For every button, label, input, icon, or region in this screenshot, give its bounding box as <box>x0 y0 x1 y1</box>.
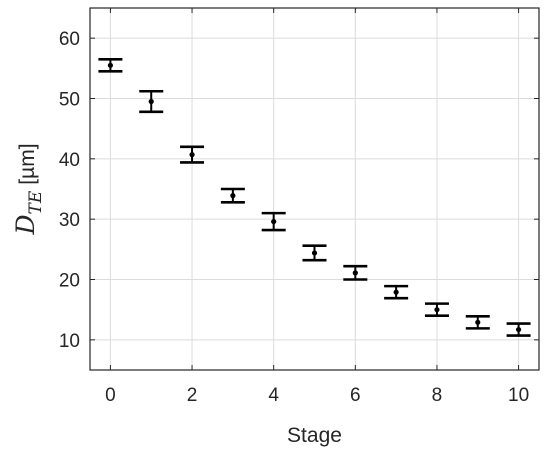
error-bar <box>465 315 490 330</box>
data-point <box>393 289 399 295</box>
error-bar <box>139 89 164 114</box>
x-tick-label: 6 <box>350 385 361 406</box>
data-point <box>475 319 481 325</box>
x-tick-label: 4 <box>268 385 279 406</box>
y-axis-unit: [µm] <box>16 143 39 184</box>
y-tick-label: 10 <box>59 331 80 352</box>
error-bar <box>98 57 123 73</box>
y-tick-label: 20 <box>59 271 80 292</box>
y-tick-label: 40 <box>59 150 80 171</box>
x-tick-label: 2 <box>187 385 198 406</box>
grid-lines <box>90 8 539 370</box>
x-tick-label: 0 <box>105 385 116 406</box>
x-tick-label: 8 <box>432 385 443 406</box>
data-point <box>311 250 318 256</box>
axis-ticks <box>90 8 539 370</box>
error-bar <box>506 322 531 337</box>
error-bar <box>424 302 449 318</box>
error-bar <box>261 211 286 232</box>
y-axis-subscript: TE <box>26 190 46 214</box>
data-point <box>352 270 358 276</box>
data-point <box>107 62 114 68</box>
data-point <box>271 218 277 225</box>
x-axis-label: Stage <box>287 424 342 447</box>
x-tick-label: 10 <box>508 385 529 406</box>
data-point <box>230 193 236 199</box>
y-tick-label: 30 <box>59 210 80 231</box>
data-point <box>189 152 195 158</box>
x-tick-labels: 0 2 4 6 8 10 <box>105 385 529 406</box>
error-bar <box>220 187 245 204</box>
error-bar <box>180 145 205 164</box>
y-tick-label: 50 <box>59 90 80 111</box>
plot-frame <box>89 7 540 371</box>
data-point <box>515 326 522 333</box>
error-bar <box>302 244 327 262</box>
y-tick-labels: 10 20 30 40 50 60 <box>59 29 80 352</box>
data-point <box>434 307 440 313</box>
error-bar <box>384 284 409 300</box>
y-tick-label: 60 <box>59 29 80 50</box>
y-axis-symbol: D <box>11 214 40 235</box>
error-bar <box>343 264 368 281</box>
data-point <box>148 98 154 105</box>
y-axis-label: DTE [µm] <box>11 143 46 235</box>
error-bars <box>98 57 531 337</box>
